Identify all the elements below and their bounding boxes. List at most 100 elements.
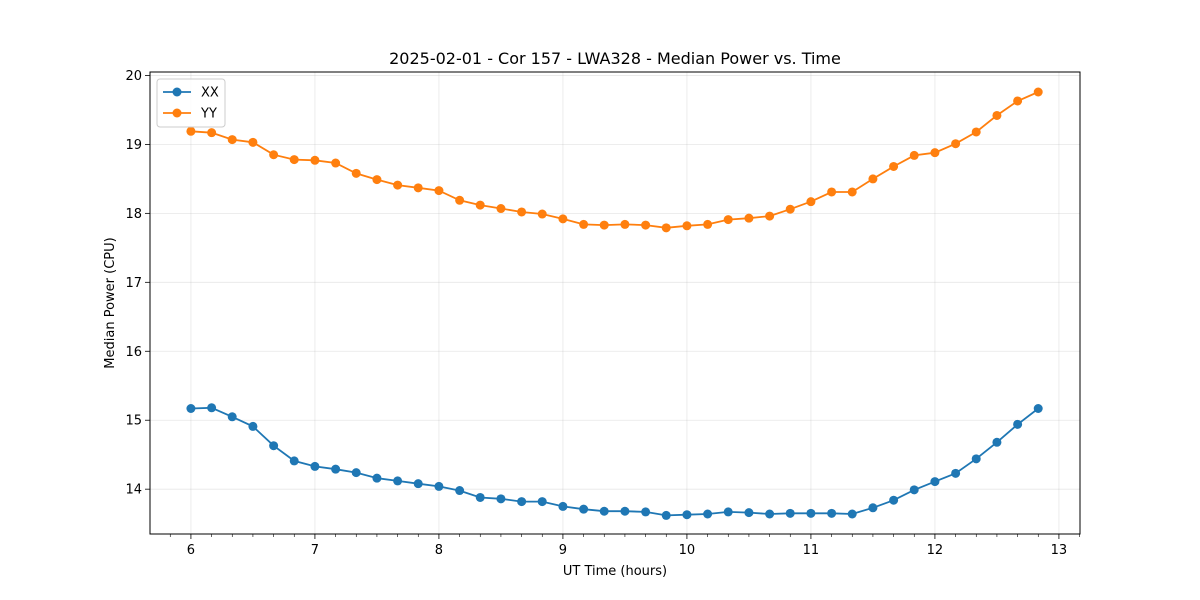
point-yy xyxy=(393,180,403,190)
point-xx xyxy=(806,508,816,518)
point-yy xyxy=(289,155,299,165)
point-yy xyxy=(1033,87,1043,97)
point-xx xyxy=(248,421,258,431)
point-yy xyxy=(661,223,671,233)
point-yy xyxy=(517,207,527,217)
point-yy xyxy=(703,219,713,229)
chart-title: 2025-02-01 - Cor 157 - LWA328 - Median P… xyxy=(389,49,841,68)
point-xx xyxy=(951,468,961,478)
x-tick-label: 13 xyxy=(1051,543,1068,558)
point-xx xyxy=(785,508,795,518)
point-yy xyxy=(475,200,485,210)
point-yy xyxy=(248,137,258,147)
point-xx xyxy=(227,412,237,422)
point-yy xyxy=(827,187,837,197)
point-yy xyxy=(558,214,568,224)
point-xx xyxy=(393,476,403,486)
point-xx xyxy=(930,477,940,487)
x-tick-label: 10 xyxy=(679,543,696,558)
series-xx xyxy=(186,403,1043,520)
point-yy xyxy=(372,175,382,185)
point-xx xyxy=(186,404,196,414)
point-yy xyxy=(992,110,1002,120)
point-yy xyxy=(620,219,630,229)
point-xx xyxy=(579,504,589,514)
x-axis-label: UT Time (hours) xyxy=(563,564,667,579)
legend: XX YY xyxy=(156,78,226,128)
y-tick-label: 20 xyxy=(125,69,142,84)
point-yy xyxy=(207,128,217,138)
x-tick-label: 8 xyxy=(435,543,443,558)
point-yy xyxy=(785,204,795,214)
point-xx xyxy=(599,506,609,516)
point-yy xyxy=(765,211,775,221)
point-yy xyxy=(909,150,919,160)
point-yy xyxy=(351,168,361,178)
point-yy xyxy=(971,127,981,137)
point-yy xyxy=(723,215,733,225)
point-xx xyxy=(723,507,733,517)
axes: 6 7 8 9 10 11 12 13 14 15 16 17 18 19 20 xyxy=(125,69,1080,558)
point-yy xyxy=(455,195,465,205)
point-yy xyxy=(930,148,940,158)
point-yy xyxy=(847,187,857,197)
series-yy xyxy=(186,87,1043,233)
point-xx xyxy=(682,510,692,520)
point-xx xyxy=(827,508,837,518)
x-tick-label: 12 xyxy=(927,543,944,558)
point-xx xyxy=(703,509,713,519)
point-xx xyxy=(889,495,899,505)
y-tick-label: 19 xyxy=(125,138,142,153)
y-tick-label: 15 xyxy=(125,414,142,429)
x-tick-label: 7 xyxy=(311,543,319,558)
point-yy xyxy=(1013,96,1023,106)
point-xx xyxy=(331,464,341,474)
point-yy xyxy=(641,220,651,230)
point-xx xyxy=(289,456,299,466)
point-xx xyxy=(868,503,878,513)
point-yy xyxy=(579,219,589,229)
point-xx xyxy=(496,494,506,504)
x-tick-label: 6 xyxy=(187,543,195,558)
point-xx xyxy=(475,492,485,502)
point-xx xyxy=(537,497,547,507)
point-xx xyxy=(661,510,671,520)
point-xx xyxy=(971,454,981,464)
x-tick-label: 9 xyxy=(559,543,567,558)
y-tick-label: 18 xyxy=(125,207,142,222)
point-xx xyxy=(372,473,382,483)
point-xx xyxy=(455,486,465,496)
point-yy xyxy=(806,197,816,207)
x-tick-label: 11 xyxy=(803,543,820,558)
point-yy xyxy=(496,204,506,214)
point-yy xyxy=(227,135,237,145)
point-yy xyxy=(889,161,899,171)
point-xx xyxy=(269,441,279,451)
point-yy xyxy=(744,213,754,223)
point-yy xyxy=(682,221,692,231)
point-xx xyxy=(620,506,630,516)
series-layer xyxy=(186,87,1043,520)
point-xx xyxy=(517,497,527,507)
point-yy xyxy=(434,186,444,196)
point-yy xyxy=(269,150,279,160)
y-axis-label: Median Power (CPU) xyxy=(103,237,118,368)
point-xx xyxy=(413,479,423,489)
point-xx xyxy=(847,509,857,519)
point-xx xyxy=(744,508,754,518)
legend-marker-xx xyxy=(172,87,182,97)
legend-label-xx: XX xyxy=(201,86,219,101)
point-xx xyxy=(558,501,568,511)
grid xyxy=(150,72,1080,534)
point-xx xyxy=(310,461,320,471)
legend-marker-yy xyxy=(172,108,182,118)
point-yy xyxy=(868,174,878,184)
plot-frame xyxy=(149,71,1081,535)
point-yy xyxy=(186,126,196,136)
point-xx xyxy=(434,481,444,491)
point-yy xyxy=(413,183,423,193)
point-xx xyxy=(207,403,217,413)
y-tick-label: 16 xyxy=(125,345,142,360)
point-yy xyxy=(537,209,547,219)
